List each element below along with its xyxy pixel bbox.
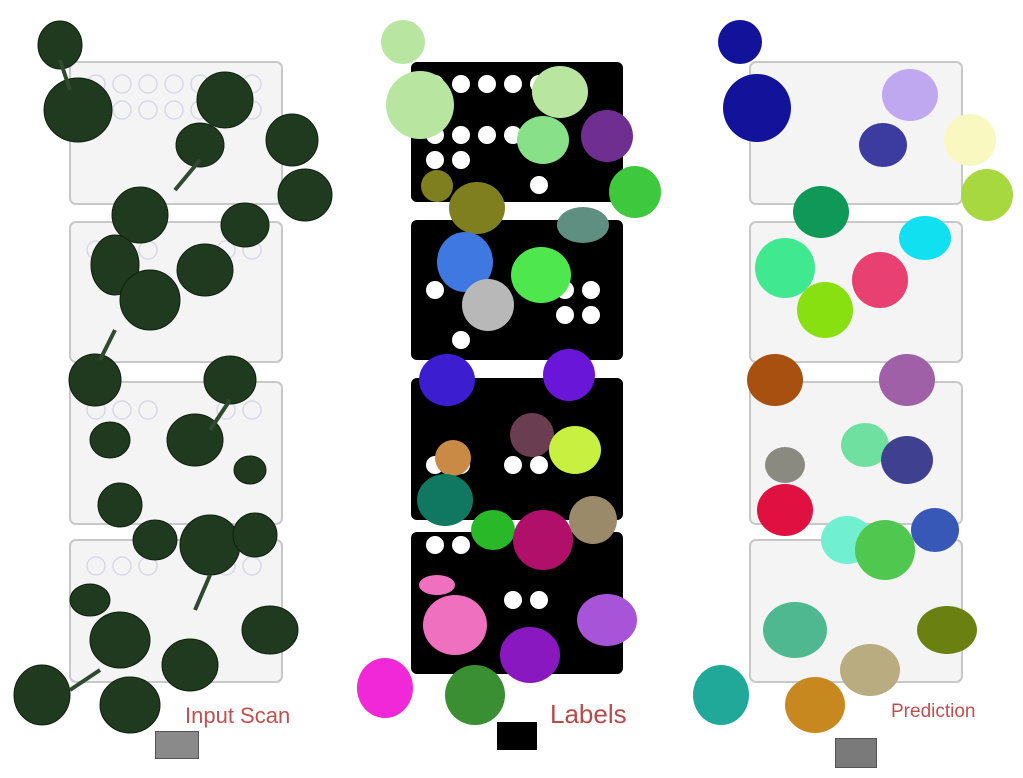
input-scan-thumbnail	[155, 731, 199, 759]
input-scan-image	[13, 20, 333, 734]
prediction-thumbnail	[835, 738, 877, 768]
input-scan-caption: Input Scan	[185, 703, 291, 728]
input-scan-panel: Input Scan	[0, 0, 340, 778]
prediction-image	[693, 20, 1013, 733]
labels-caption: Labels	[550, 699, 627, 729]
prediction-caption: Prediction	[891, 701, 976, 722]
labels-panel: Labels	[345, 0, 685, 778]
labels-image	[357, 20, 661, 725]
prediction-panel: Prediction	[685, 0, 1023, 778]
labels-thumbnail	[497, 722, 537, 750]
